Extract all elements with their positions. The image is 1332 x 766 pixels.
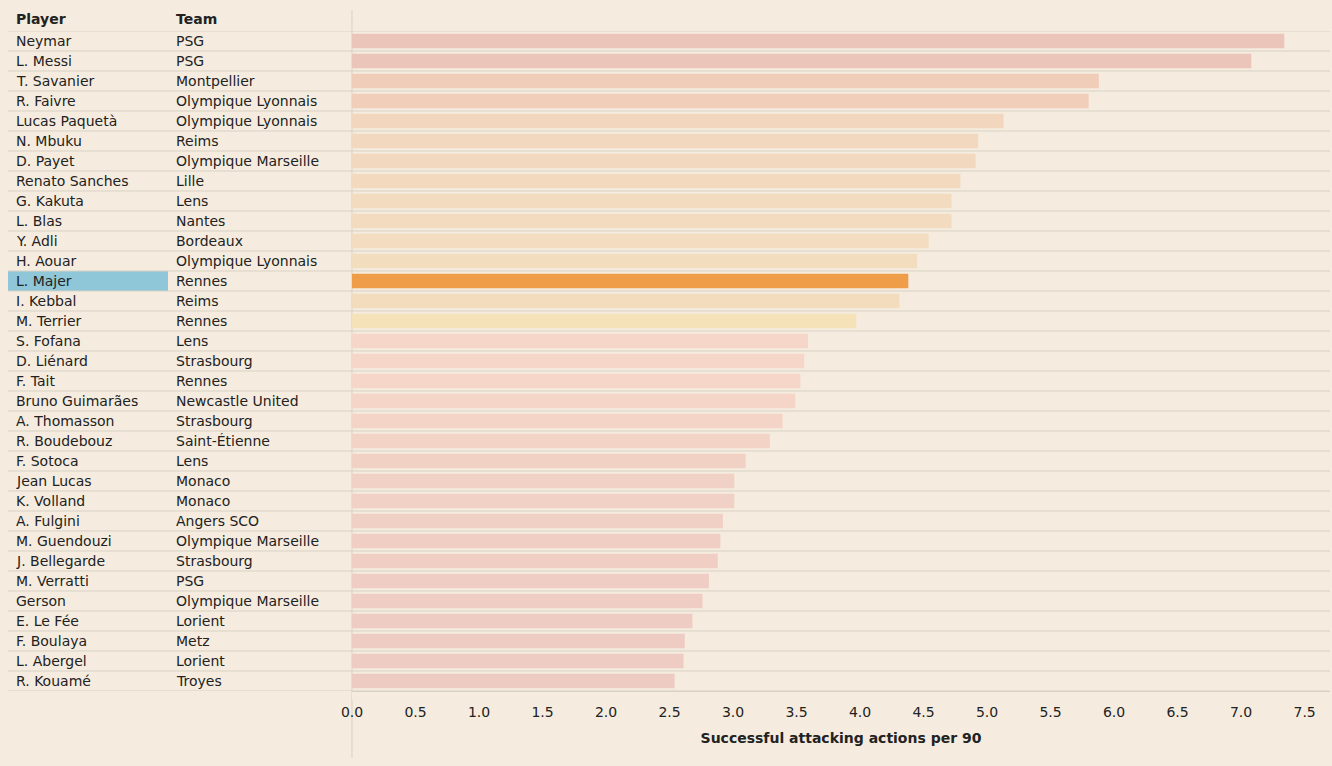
svg-text:E. Le Fée: E. Le Fée (16, 613, 79, 629)
svg-text:5.0: 5.0 (976, 704, 998, 720)
svg-text:5.5: 5.5 (1039, 704, 1061, 720)
svg-text:Lorient: Lorient (176, 613, 225, 629)
svg-text:6.0: 6.0 (1103, 704, 1125, 720)
svg-text:Angers SCO: Angers SCO (176, 513, 259, 529)
svg-text:Lens: Lens (176, 453, 208, 469)
svg-text:Rennes: Rennes (176, 313, 227, 329)
svg-text:T. Savanier: T. Savanier (16, 73, 94, 89)
svg-text:2.5: 2.5 (658, 704, 680, 720)
svg-text:Strasbourg: Strasbourg (176, 353, 253, 369)
svg-text:Strasbourg: Strasbourg (176, 413, 253, 429)
svg-text:A. Fulgini: A. Fulgini (16, 513, 80, 529)
svg-text:M. Verratti: M. Verratti (16, 573, 89, 589)
svg-text:2.0: 2.0 (595, 704, 617, 720)
svg-text:Nantes: Nantes (176, 213, 225, 229)
svg-text:Troyes: Troyes (176, 673, 222, 689)
svg-text:6.5: 6.5 (1166, 704, 1188, 720)
svg-text:Gerson: Gerson (16, 593, 66, 609)
svg-text:Lens: Lens (176, 333, 208, 349)
svg-text:Jean Lucas: Jean Lucas (16, 473, 92, 489)
svg-text:Rennes: Rennes (176, 273, 227, 289)
svg-text:R. Faivre: R. Faivre (16, 93, 76, 109)
svg-text:Olympique Marseille: Olympique Marseille (176, 153, 319, 169)
svg-text:3.0: 3.0 (722, 704, 744, 720)
svg-text:Bruno Guimarães: Bruno Guimarães (16, 393, 138, 409)
svg-text:Newcastle United: Newcastle United (176, 393, 299, 409)
svg-text:L. Blas: L. Blas (16, 213, 62, 229)
svg-text:Strasbourg: Strasbourg (176, 553, 253, 569)
svg-text:K. Volland: K. Volland (16, 493, 85, 509)
svg-text:Bordeaux: Bordeaux (176, 233, 243, 249)
svg-text:Olympique Lyonnais: Olympique Lyonnais (176, 253, 317, 269)
svg-text:PSG: PSG (176, 33, 204, 49)
svg-text:1.0: 1.0 (468, 704, 490, 720)
svg-text:Rennes: Rennes (176, 373, 227, 389)
svg-text:Reims: Reims (176, 293, 219, 309)
svg-text:1.5: 1.5 (531, 704, 553, 720)
svg-text:L. Messi: L. Messi (16, 53, 72, 69)
svg-text:Monaco: Monaco (176, 493, 230, 509)
svg-text:PSG: PSG (176, 53, 204, 69)
svg-text:Successful attacking actions p: Successful attacking actions per 90 (701, 730, 982, 746)
svg-text:Lorient: Lorient (176, 653, 225, 669)
svg-text:Monaco: Monaco (176, 473, 230, 489)
svg-text:L. Majer: L. Majer (16, 273, 72, 289)
svg-text:L. Abergel: L. Abergel (16, 653, 87, 669)
svg-text:F. Tait: F. Tait (16, 373, 55, 389)
svg-text:Lille: Lille (176, 173, 204, 189)
svg-text:4.5: 4.5 (912, 704, 934, 720)
svg-text:G. Kakuta: G. Kakuta (16, 193, 84, 209)
svg-text:7.5: 7.5 (1293, 704, 1315, 720)
svg-text:0.5: 0.5 (404, 704, 426, 720)
svg-text:Montpellier: Montpellier (176, 73, 255, 89)
svg-text:M. Terrier: M. Terrier (16, 313, 82, 329)
svg-text:Y. Adli: Y. Adli (16, 233, 58, 249)
svg-text:3.5: 3.5 (785, 704, 807, 720)
svg-text:Metz: Metz (176, 633, 210, 649)
svg-text:PSG: PSG (176, 573, 204, 589)
svg-text:Olympique Marseille: Olympique Marseille (176, 533, 319, 549)
svg-text:J. Bellegarde: J. Bellegarde (16, 553, 105, 569)
svg-text:Team: Team (176, 11, 217, 27)
svg-text:D. Payet: D. Payet (16, 153, 75, 169)
svg-text:Lens: Lens (176, 193, 208, 209)
svg-text:7.0: 7.0 (1230, 704, 1252, 720)
svg-text:F. Boulaya: F. Boulaya (16, 633, 87, 649)
svg-text:H. Aouar: H. Aouar (16, 253, 77, 269)
svg-text:Saint-Étienne: Saint-Étienne (176, 433, 270, 449)
svg-text:D. Liénard: D. Liénard (16, 353, 88, 369)
svg-text:Renato Sanches: Renato Sanches (16, 173, 129, 189)
svg-text:Reims: Reims (176, 133, 219, 149)
svg-text:R. Boudebouz: R. Boudebouz (16, 433, 112, 449)
svg-text:A. Thomasson: A. Thomasson (16, 413, 114, 429)
svg-text:Olympique Lyonnais: Olympique Lyonnais (176, 93, 317, 109)
svg-text:Lucas Paquetà: Lucas Paquetà (16, 113, 117, 129)
svg-text:Neymar: Neymar (16, 33, 72, 49)
svg-text:4.0: 4.0 (849, 704, 871, 720)
svg-text:I. Kebbal: I. Kebbal (16, 293, 76, 309)
svg-text:M. Guendouzi: M. Guendouzi (16, 533, 112, 549)
svg-text:S. Fofana: S. Fofana (16, 333, 81, 349)
svg-text:0.0: 0.0 (341, 704, 363, 720)
svg-text:F. Sotoca: F. Sotoca (16, 453, 79, 469)
svg-text:Olympique Lyonnais: Olympique Lyonnais (176, 113, 317, 129)
svg-text:Olympique Marseille: Olympique Marseille (176, 593, 319, 609)
svg-text:N. Mbuku: N. Mbuku (16, 133, 82, 149)
svg-text:Player: Player (16, 11, 66, 27)
svg-text:R. Kouamé: R. Kouamé (16, 673, 91, 689)
